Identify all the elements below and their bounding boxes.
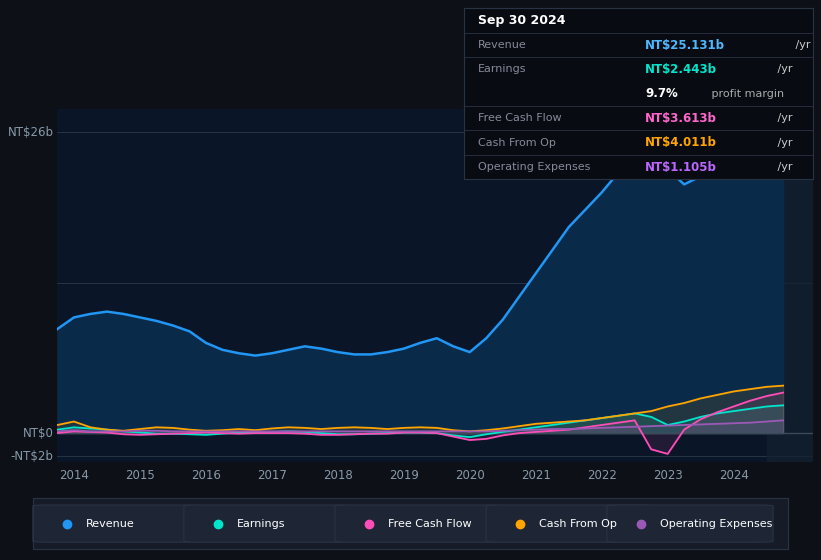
Text: /yr: /yr <box>774 113 793 123</box>
Text: Cash From Op: Cash From Op <box>539 519 617 529</box>
FancyBboxPatch shape <box>33 505 199 542</box>
Text: NT$1.105b: NT$1.105b <box>645 161 718 174</box>
Text: Free Cash Flow: Free Cash Flow <box>478 113 562 123</box>
Text: NT$2.443b: NT$2.443b <box>645 63 718 76</box>
Bar <box>767 109 813 462</box>
Text: /yr: /yr <box>774 64 793 74</box>
Text: NT$4.011b: NT$4.011b <box>645 136 718 149</box>
Text: -NT$2b: -NT$2b <box>11 450 53 463</box>
Text: NT$0: NT$0 <box>23 427 53 440</box>
Text: /yr: /yr <box>774 162 793 172</box>
FancyBboxPatch shape <box>486 505 652 542</box>
Text: Earnings: Earnings <box>478 64 526 74</box>
FancyBboxPatch shape <box>184 505 350 542</box>
Text: NT$25.131b: NT$25.131b <box>645 39 725 52</box>
Text: Free Cash Flow: Free Cash Flow <box>388 519 471 529</box>
Text: Operating Expenses: Operating Expenses <box>660 519 772 529</box>
Text: 9.7%: 9.7% <box>645 87 678 100</box>
Text: /yr: /yr <box>791 40 810 50</box>
Text: Sep 30 2024: Sep 30 2024 <box>478 14 566 27</box>
Text: Revenue: Revenue <box>478 40 526 50</box>
Text: NT$26b: NT$26b <box>7 126 53 139</box>
FancyBboxPatch shape <box>607 505 773 542</box>
Text: Operating Expenses: Operating Expenses <box>478 162 590 172</box>
Text: NT$3.613b: NT$3.613b <box>645 111 718 125</box>
Text: Revenue: Revenue <box>85 519 135 529</box>
Text: Earnings: Earnings <box>236 519 285 529</box>
FancyBboxPatch shape <box>335 505 501 542</box>
Text: /yr: /yr <box>774 138 793 148</box>
Text: Cash From Op: Cash From Op <box>478 138 556 148</box>
Text: profit margin: profit margin <box>708 89 784 99</box>
